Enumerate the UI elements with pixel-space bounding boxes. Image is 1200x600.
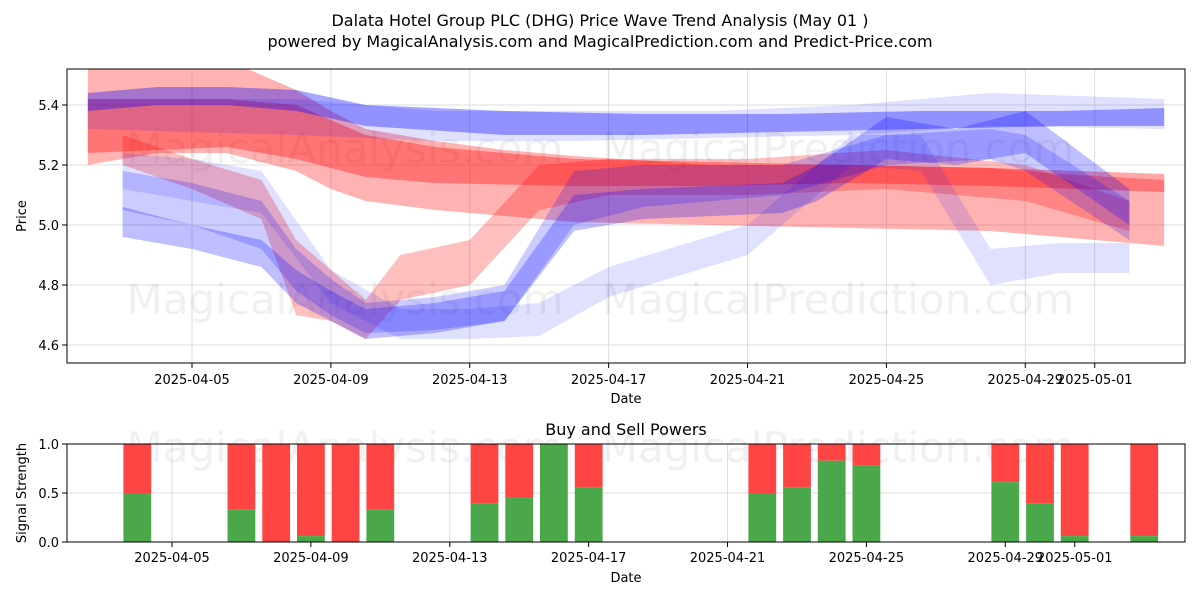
buy-bar bbox=[783, 487, 811, 542]
wave-band-red-1 bbox=[87, 99, 1165, 192]
buy-bar bbox=[1130, 536, 1159, 542]
wave-band-red-2 bbox=[122, 135, 1130, 339]
figure-title: Dalata Hotel Group PLC (DHG) Price Wave … bbox=[331, 11, 868, 30]
price-wave-bands bbox=[87, 69, 1165, 339]
watermark-analysis-mid: MagicalAnalysis.com bbox=[127, 275, 564, 324]
price-y-tick-label: 5.0 bbox=[38, 219, 59, 234]
signal-x-tick-label: 2025-05-01 bbox=[1037, 551, 1113, 566]
signal-x-tick-label: 2025-04-13 bbox=[412, 551, 488, 566]
signal-y-tick-label: 0.5 bbox=[38, 487, 59, 502]
price-x-tick-label: 2025-04-13 bbox=[432, 373, 508, 388]
price-x-tick-label: 2025-04-29 bbox=[988, 373, 1064, 388]
buy-bar bbox=[574, 487, 603, 542]
price-x-tick-label: 2025-04-05 bbox=[154, 373, 230, 388]
signal-y-tick-label: 0.0 bbox=[38, 536, 59, 551]
watermark-analysis-top: MagicalAnalysis.com bbox=[127, 124, 564, 173]
price-x-tick-label: 2025-04-21 bbox=[710, 373, 786, 388]
wave-band-blue-3 bbox=[87, 87, 1165, 135]
price-y-tick-label: 4.6 bbox=[38, 339, 59, 354]
wave-band-red-0 bbox=[87, 69, 1165, 246]
price-y-tick-label: 5.2 bbox=[38, 159, 59, 174]
sell-bar bbox=[1026, 444, 1054, 504]
sell-bar bbox=[1130, 444, 1159, 537]
price-plot-area bbox=[67, 69, 1185, 363]
sell-bar bbox=[123, 444, 152, 493]
wave-band-blue-7 bbox=[87, 93, 1165, 141]
wave-band-blue-5 bbox=[122, 111, 1130, 339]
sell-bar bbox=[470, 444, 499, 504]
price-y-tick-label: 4.8 bbox=[38, 279, 59, 294]
price-panel: MagicalAnalysis.com MagicalPrediction.co… bbox=[15, 68, 1186, 407]
signal-y-tick-label: 1.0 bbox=[38, 438, 59, 453]
sell-bar bbox=[297, 444, 325, 537]
sell-bar bbox=[227, 444, 256, 510]
sell-bar bbox=[366, 444, 395, 510]
signal-x-axis-label: Date bbox=[610, 571, 641, 586]
signal-x-tick-label: 2025-04-09 bbox=[273, 551, 349, 566]
price-x-tick-label: 2025-05-01 bbox=[1057, 373, 1133, 388]
signal-y-ticks: 0.0 0.5 1.0 bbox=[38, 438, 67, 551]
sell-bar bbox=[852, 444, 881, 466]
sell-bar bbox=[331, 444, 360, 542]
sell-bar bbox=[783, 444, 811, 488]
buy-bar bbox=[123, 493, 152, 542]
price-x-tick-label: 2025-04-09 bbox=[293, 373, 369, 388]
signal-x-tick-label: 2025-04-17 bbox=[551, 551, 627, 566]
figure-subtitle: powered by MagicalAnalysis.com and Magic… bbox=[267, 32, 932, 51]
sell-bar bbox=[505, 444, 534, 498]
buy-bar bbox=[366, 509, 395, 542]
signal-x-tick-label: 2025-04-05 bbox=[134, 551, 210, 566]
price-y-axis-label: Price bbox=[15, 200, 30, 232]
signal-y-axis-label: Signal Strength bbox=[15, 443, 30, 543]
price-axes-frame bbox=[66, 68, 1186, 364]
signal-bars bbox=[123, 444, 1159, 542]
price-y-tick-label: 5.4 bbox=[38, 99, 59, 114]
signal-title: Buy and Sell Powers bbox=[545, 420, 707, 439]
watermark-prediction-top: MagicalPrediction.com bbox=[602, 124, 1075, 173]
buy-bar bbox=[297, 536, 325, 542]
sell-bar bbox=[574, 444, 603, 488]
price-x-axis-label: Date bbox=[610, 392, 641, 407]
wave-band-blue-4 bbox=[122, 129, 1130, 333]
sell-bar bbox=[748, 444, 777, 493]
buy-bar bbox=[748, 493, 777, 542]
watermark-prediction-mid: MagicalPrediction.com bbox=[602, 275, 1075, 324]
price-grid bbox=[67, 69, 1185, 363]
sell-bar bbox=[1060, 444, 1089, 537]
price-x-tick-label: 2025-04-17 bbox=[571, 373, 647, 388]
buy-bar bbox=[1060, 536, 1089, 542]
buy-bar bbox=[852, 465, 881, 542]
buy-bar bbox=[817, 460, 846, 542]
signal-x-tick-label: 2025-04-21 bbox=[690, 551, 766, 566]
buy-bar bbox=[1026, 503, 1054, 542]
price-x-ticks: 2025-04-05 2025-04-09 2025-04-13 2025-04-17… bbox=[154, 363, 1133, 388]
sell-bar bbox=[817, 444, 846, 461]
signal-x-ticks: 2025-04-05 2025-04-09 2025-04-13 2025-04-17… bbox=[134, 542, 1113, 566]
signal-x-tick-label: 2025-04-29 bbox=[968, 551, 1044, 566]
buy-bar bbox=[540, 444, 568, 542]
signal-x-tick-label: 2025-04-25 bbox=[829, 551, 905, 566]
buy-bar bbox=[227, 509, 256, 542]
signal-panel: Buy and Sell Powers MagicalAnalysis.com … bbox=[15, 420, 1186, 586]
price-y-ticks: 4.6 4.8 5.0 5.2 5.4 bbox=[38, 99, 67, 354]
price-x-tick-label: 2025-04-25 bbox=[849, 373, 925, 388]
sell-bar bbox=[991, 444, 1020, 483]
sell-bar bbox=[262, 444, 291, 542]
buy-bar bbox=[470, 503, 499, 542]
buy-bar bbox=[991, 482, 1020, 542]
buy-bar bbox=[505, 497, 534, 542]
